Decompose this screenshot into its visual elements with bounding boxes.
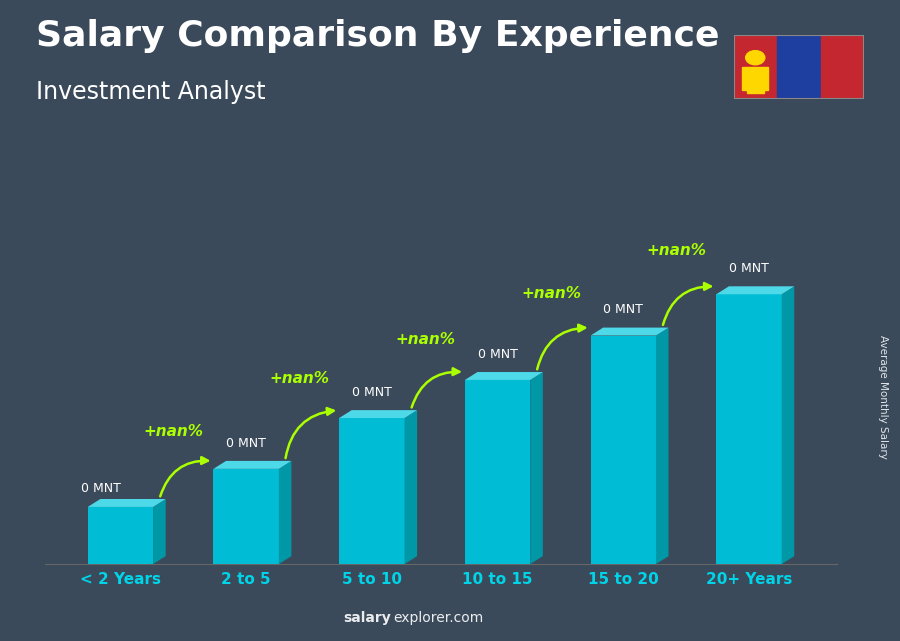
Polygon shape	[153, 499, 166, 564]
Text: +nan%: +nan%	[270, 371, 329, 387]
Text: explorer.com: explorer.com	[393, 611, 483, 625]
Text: 0 MNT: 0 MNT	[82, 482, 122, 495]
Bar	[746, 88, 764, 93]
Bar	[742, 67, 769, 90]
Polygon shape	[87, 507, 153, 564]
Polygon shape	[339, 410, 417, 418]
Polygon shape	[530, 372, 543, 564]
Text: Average Monthly Salary: Average Monthly Salary	[878, 335, 887, 460]
Polygon shape	[656, 328, 669, 564]
Text: 0 MNT: 0 MNT	[603, 303, 643, 317]
Text: +nan%: +nan%	[521, 286, 581, 301]
Polygon shape	[716, 287, 795, 294]
Polygon shape	[87, 499, 166, 507]
Text: 0 MNT: 0 MNT	[226, 437, 266, 450]
Polygon shape	[404, 410, 417, 564]
Polygon shape	[465, 380, 530, 564]
Bar	[734, 35, 777, 99]
Circle shape	[746, 51, 765, 65]
Text: Investment Analyst: Investment Analyst	[36, 80, 266, 104]
Text: Salary Comparison By Experience: Salary Comparison By Experience	[36, 19, 719, 53]
Polygon shape	[590, 335, 656, 564]
Polygon shape	[716, 294, 782, 564]
Text: +nan%: +nan%	[647, 243, 707, 258]
Polygon shape	[590, 328, 669, 335]
Bar	[821, 35, 864, 99]
Polygon shape	[782, 287, 795, 564]
Text: +nan%: +nan%	[144, 424, 204, 438]
Bar	[777, 35, 821, 99]
Polygon shape	[213, 469, 279, 564]
Polygon shape	[465, 372, 543, 380]
Text: 0 MNT: 0 MNT	[478, 348, 518, 361]
Polygon shape	[339, 418, 404, 564]
Polygon shape	[279, 461, 292, 564]
Text: 0 MNT: 0 MNT	[729, 262, 769, 275]
Text: +nan%: +nan%	[395, 331, 455, 347]
Polygon shape	[213, 461, 292, 469]
Text: salary: salary	[344, 611, 392, 625]
Text: 0 MNT: 0 MNT	[352, 386, 392, 399]
